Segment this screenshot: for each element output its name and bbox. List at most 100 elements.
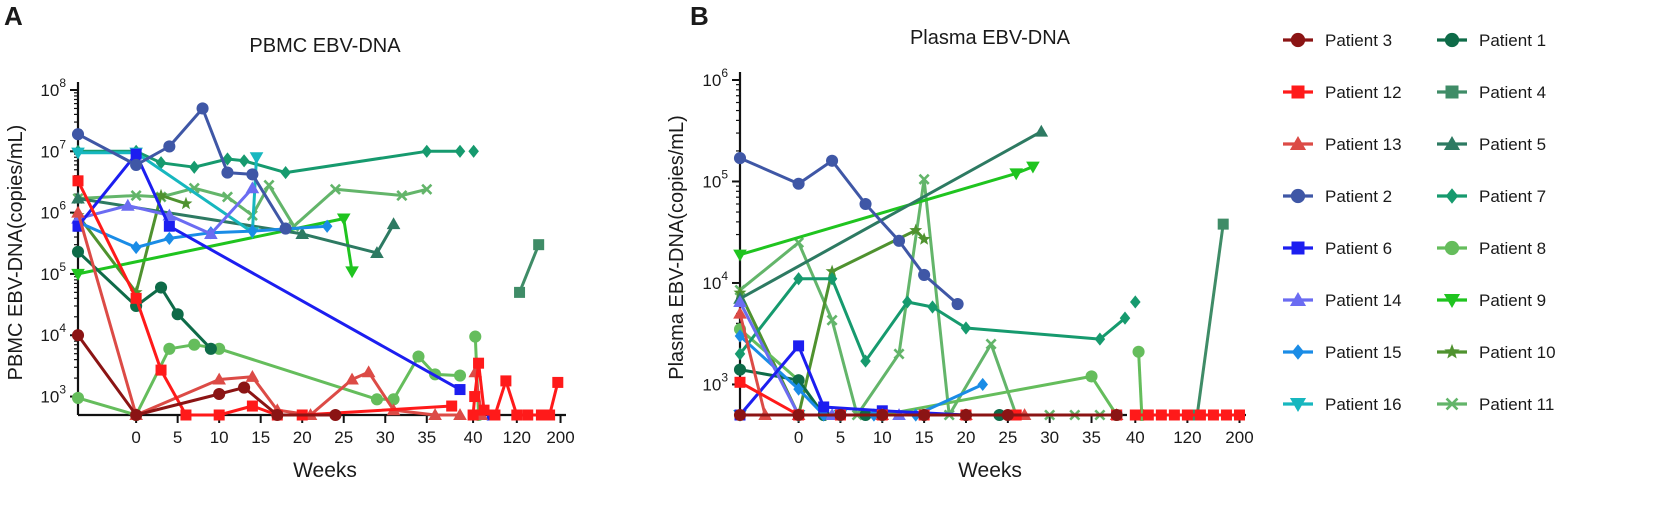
- point-patient-2: [826, 154, 839, 167]
- legend-label: Patient 4: [1479, 83, 1546, 102]
- point-patient-12: [1233, 409, 1245, 421]
- legend-item-patient-14: Patient 14: [1283, 291, 1402, 310]
- point-patient-13: [245, 369, 260, 382]
- x-tick-label: 120: [1173, 428, 1201, 447]
- point-patient-5: [370, 246, 384, 258]
- point-patient-11: [263, 179, 275, 191]
- x-tick-label: 35: [417, 428, 436, 447]
- point-patient-12: [1220, 409, 1232, 421]
- legend-item-patient-12: Patient 12: [1283, 83, 1402, 102]
- point-patient-6: [818, 401, 830, 413]
- legend-item-patient-8: Patient 8: [1437, 239, 1546, 258]
- point-patient-6: [130, 148, 142, 160]
- point-patient-3: [876, 408, 889, 422]
- point-patient-6: [454, 384, 466, 396]
- series-line-patient-15: [77, 220, 328, 249]
- point-patient-7: [1130, 295, 1141, 309]
- point-patient-12: [473, 357, 485, 369]
- legend-marker-patient-2: [1290, 188, 1306, 204]
- series-patient-9: [71, 213, 359, 281]
- point-patient-12: [1194, 409, 1206, 421]
- point-patient-2: [279, 222, 292, 235]
- legend-marker-patient-1: [1444, 32, 1460, 48]
- point-patient-8: [469, 330, 482, 343]
- point-patient-5: [71, 191, 85, 204]
- point-patient-7: [454, 144, 466, 158]
- point-patient-12: [467, 409, 479, 421]
- point-patient-12: [544, 409, 556, 421]
- point-patient-12: [246, 400, 258, 412]
- x-tick-label: 35: [1082, 428, 1101, 447]
- point-patient-11: [918, 173, 930, 185]
- x-tick-label: 15: [251, 428, 270, 447]
- series-patient-4: [514, 239, 545, 298]
- point-patient-15: [164, 231, 175, 245]
- point-patient-11: [396, 189, 408, 202]
- point-patient-8: [387, 393, 400, 406]
- x-tick-label: 10: [873, 428, 892, 447]
- series-patient-5: [71, 191, 401, 258]
- chart-title: PBMC EBV-DNA: [249, 35, 401, 57]
- point-patient-13: [345, 372, 359, 385]
- legend-marker-patient-16: [1289, 398, 1307, 413]
- point-patient-1: [171, 308, 184, 321]
- legend-label: Patient 8: [1479, 239, 1546, 258]
- series-line-patient-8: [1137, 351, 1144, 416]
- y-tick-label: 104: [40, 321, 66, 345]
- point-patient-5: [295, 227, 310, 239]
- point-patient-8: [453, 369, 467, 382]
- legend-marker-patient-11: [1445, 397, 1459, 411]
- point-patient-13: [453, 408, 467, 421]
- point-patient-2: [163, 140, 176, 153]
- x-tick-label: 20: [957, 428, 976, 447]
- point-patient-3: [329, 408, 342, 422]
- legend-item-patient-16: Patient 16: [1283, 395, 1402, 414]
- point-patient-12: [1129, 409, 1141, 421]
- legend-marker-patient-9: [1443, 294, 1461, 309]
- legend-item-patient-5: Patient 5: [1437, 135, 1546, 154]
- point-patient-4: [514, 286, 526, 298]
- point-patient-7: [155, 156, 167, 170]
- point-patient-3: [1001, 408, 1014, 422]
- legend-marker-patient-12: [1291, 85, 1305, 99]
- point-patient-7: [927, 300, 938, 314]
- legend-label: Patient 11: [1479, 395, 1554, 414]
- point-patient-1: [71, 245, 85, 258]
- y-tick-label: 103: [702, 370, 728, 394]
- x-tick-label: 10: [210, 428, 229, 447]
- point-patient-8: [1085, 370, 1098, 383]
- x-tick-label: 30: [1040, 428, 1059, 447]
- point-patient-7: [421, 144, 433, 158]
- point-patient-3: [238, 381, 251, 394]
- point-patient-3: [918, 408, 931, 422]
- legend-marker-patient-10: [1444, 343, 1460, 359]
- point-patient-16: [71, 147, 85, 160]
- legend-marker-patient-14: [1289, 291, 1307, 306]
- point-patient-9: [1009, 168, 1024, 181]
- point-patient-12: [155, 364, 167, 376]
- point-patient-12: [469, 391, 481, 403]
- point-patient-15: [793, 382, 804, 396]
- point-patient-11: [893, 348, 905, 360]
- point-patient-5: [1034, 124, 1049, 137]
- y-tick-label: 106: [702, 66, 728, 90]
- point-patient-7: [734, 347, 746, 361]
- y-tick-label: 103: [40, 383, 66, 407]
- point-patient-3: [130, 408, 143, 422]
- y-axis-label: Plasma EBV-DNA(copies/mL): [666, 115, 688, 380]
- series-patient-2: [71, 102, 292, 235]
- legend-label: Patient 6: [1325, 239, 1392, 258]
- series-line-patient-16: [78, 151, 258, 234]
- point-patient-7: [1119, 311, 1131, 325]
- legend-label: Patient 12: [1325, 83, 1402, 102]
- y-tick-label: 107: [40, 137, 66, 161]
- x-tick-label: 0: [131, 428, 140, 447]
- point-patient-5: [386, 217, 401, 230]
- series-patient-5: [733, 124, 1049, 304]
- point-patient-7: [1094, 332, 1106, 346]
- legend-item-patient-10: Patient 10: [1437, 343, 1556, 362]
- point-patient-7: [902, 295, 913, 309]
- point-patient-13: [428, 408, 442, 421]
- point-patient-2: [892, 234, 906, 247]
- point-patient-11: [421, 183, 433, 195]
